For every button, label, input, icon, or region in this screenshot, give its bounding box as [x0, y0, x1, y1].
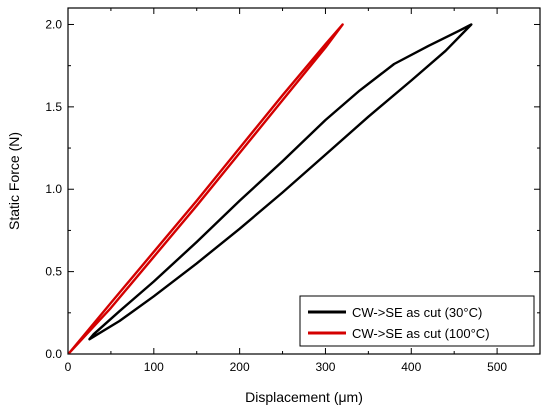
x-axis-label: Displacement (μm) — [245, 389, 363, 405]
x-tick-label: 200 — [230, 360, 250, 374]
series-line-100c — [68, 23, 344, 354]
legend-label-100c: CW->SE as cut (100°C) — [352, 326, 490, 341]
x-tick-label: 400 — [401, 360, 421, 374]
y-tick-label: 1.5 — [45, 100, 62, 114]
legend-box — [299, 295, 535, 347]
x-tick-label: 0 — [65, 360, 72, 374]
legend: CW->SE as cut (30°C) CW->SE as cut (100°… — [299, 295, 535, 347]
x-tick-label: 300 — [315, 360, 335, 374]
x-tick-label: 500 — [487, 360, 507, 374]
y-tick-label: 0.0 — [45, 347, 62, 361]
y-axis-label: Static Force (N) — [6, 132, 22, 230]
series-line-30c — [88, 23, 473, 341]
y-tick-label: 2.0 — [45, 17, 62, 31]
plot-frame — [67, 7, 541, 355]
y-tick-label: 1.0 — [45, 182, 62, 196]
y-tick-label: 0.5 — [45, 265, 62, 279]
legend-label-30c: CW->SE as cut (30°C) — [352, 305, 482, 320]
series-group — [68, 23, 473, 354]
x-tick-label: 100 — [144, 360, 164, 374]
axis-ticks: 0 100 200 300 400 500 0.0 0.5 1.0 1.5 2.0 — [45, 8, 541, 374]
